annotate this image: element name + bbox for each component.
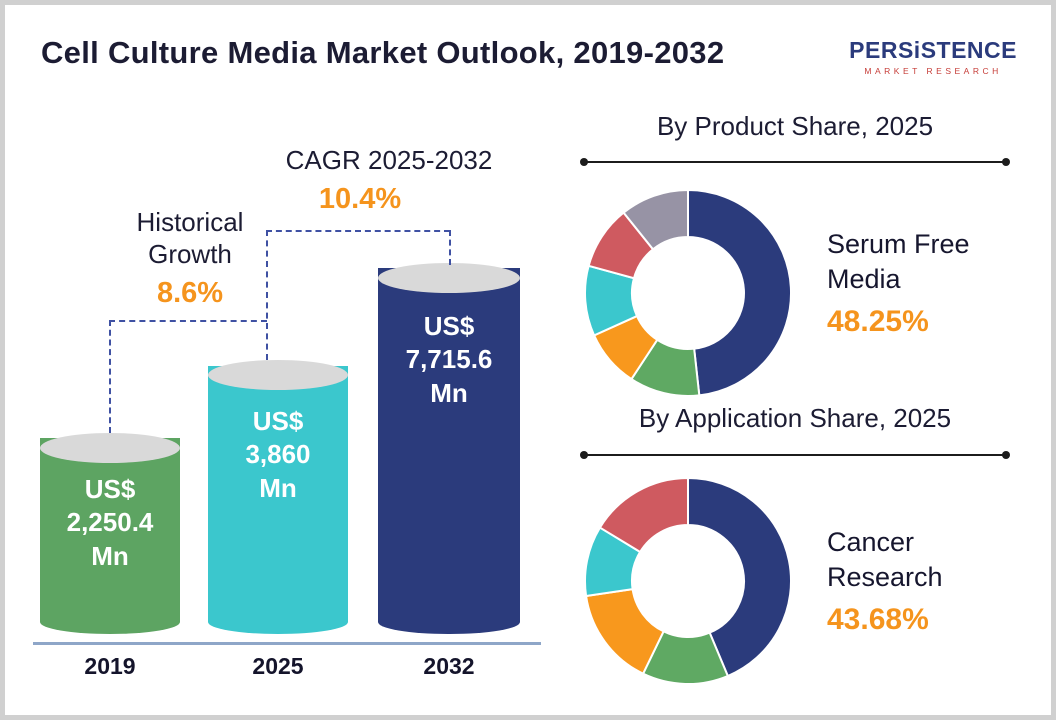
bar-2019-top-ellipse (40, 433, 180, 463)
product-share-divider (580, 158, 1010, 166)
product-share-title: By Product Share, 2025 (656, 111, 934, 141)
bar-2019-currency: US$ (84, 474, 136, 504)
bar-2019-unit: Mn (91, 540, 129, 571)
bar-2032 (378, 268, 520, 634)
bar-2032-value-label: US$ 7,715.6 Mn (378, 310, 520, 410)
cagr-bracket-right-line (449, 230, 451, 265)
application-share-title: By Application Share, 2025 (638, 403, 952, 433)
x-tick-2019: 2019 (84, 653, 136, 679)
bar-2032-value: 7,715.6 (405, 344, 493, 375)
cagr-label: CAGR 2025-2032 (285, 145, 493, 175)
bar-2019-value: 2,250.4 (66, 507, 154, 538)
donut-segment (687, 476, 792, 678)
x-tick-2032: 2032 (423, 653, 475, 679)
application-highlight-label: Cancer Research (827, 527, 943, 593)
bar-2025-value-label: US$ 3,860 Mn (208, 405, 348, 505)
bar-2025-value: 3,860 (245, 439, 311, 470)
cagr-bracket-top-line (266, 230, 450, 232)
cagr-value: 10.4% (318, 183, 402, 215)
brand-logo: PERSiSTENCE MARKET RESEARCH (849, 37, 1017, 76)
page-title: Cell Culture Media Market Outlook, 2019-… (41, 35, 725, 70)
bar-2025-unit: Mn (259, 472, 297, 503)
historical-growth-label-line1: Historical (136, 207, 244, 237)
historical-growth-label-line2: Growth (148, 238, 232, 269)
historical-growth-label: Historical Growth (110, 207, 270, 270)
bar-2032-currency: US$ (423, 311, 475, 341)
bar-2025-currency: US$ (252, 406, 304, 436)
historical-bracket-left-line (109, 320, 111, 433)
bar-2025-top-ellipse (208, 360, 348, 390)
donut-segment (622, 188, 689, 251)
brand-logo-name: PERSiSTENCE (849, 37, 1017, 63)
application-share-divider (580, 451, 1010, 459)
bar-2025 (208, 366, 348, 634)
x-axis-baseline (33, 642, 541, 645)
application-share-donut-chart (580, 473, 796, 689)
brand-logo-tagline: MARKET RESEARCH (864, 66, 1002, 76)
product-highlight-label: Serum Free Media (827, 229, 970, 295)
product-highlight-value: 48.25% (827, 305, 929, 339)
bar-2019-value-label: US$ 2,250.4 Mn (40, 473, 180, 573)
product-share-highlight: Serum Free Media 48.25% (827, 227, 1022, 339)
donut-segment (687, 188, 793, 397)
bar-2032-unit: Mn (430, 377, 468, 408)
product-share-donut-chart (580, 185, 796, 401)
historical-bracket-top-line (109, 320, 267, 322)
application-highlight-value: 43.68% (827, 603, 929, 637)
bar-2032-top-ellipse (378, 263, 520, 293)
x-tick-2025: 2025 (252, 653, 304, 679)
donut-segment (598, 476, 689, 554)
bar-2019 (40, 438, 180, 634)
cagr-bracket-left-line (266, 230, 268, 360)
application-share-highlight: Cancer Research 43.68% (827, 525, 1022, 637)
historical-growth-value: 8.6% (156, 277, 224, 309)
